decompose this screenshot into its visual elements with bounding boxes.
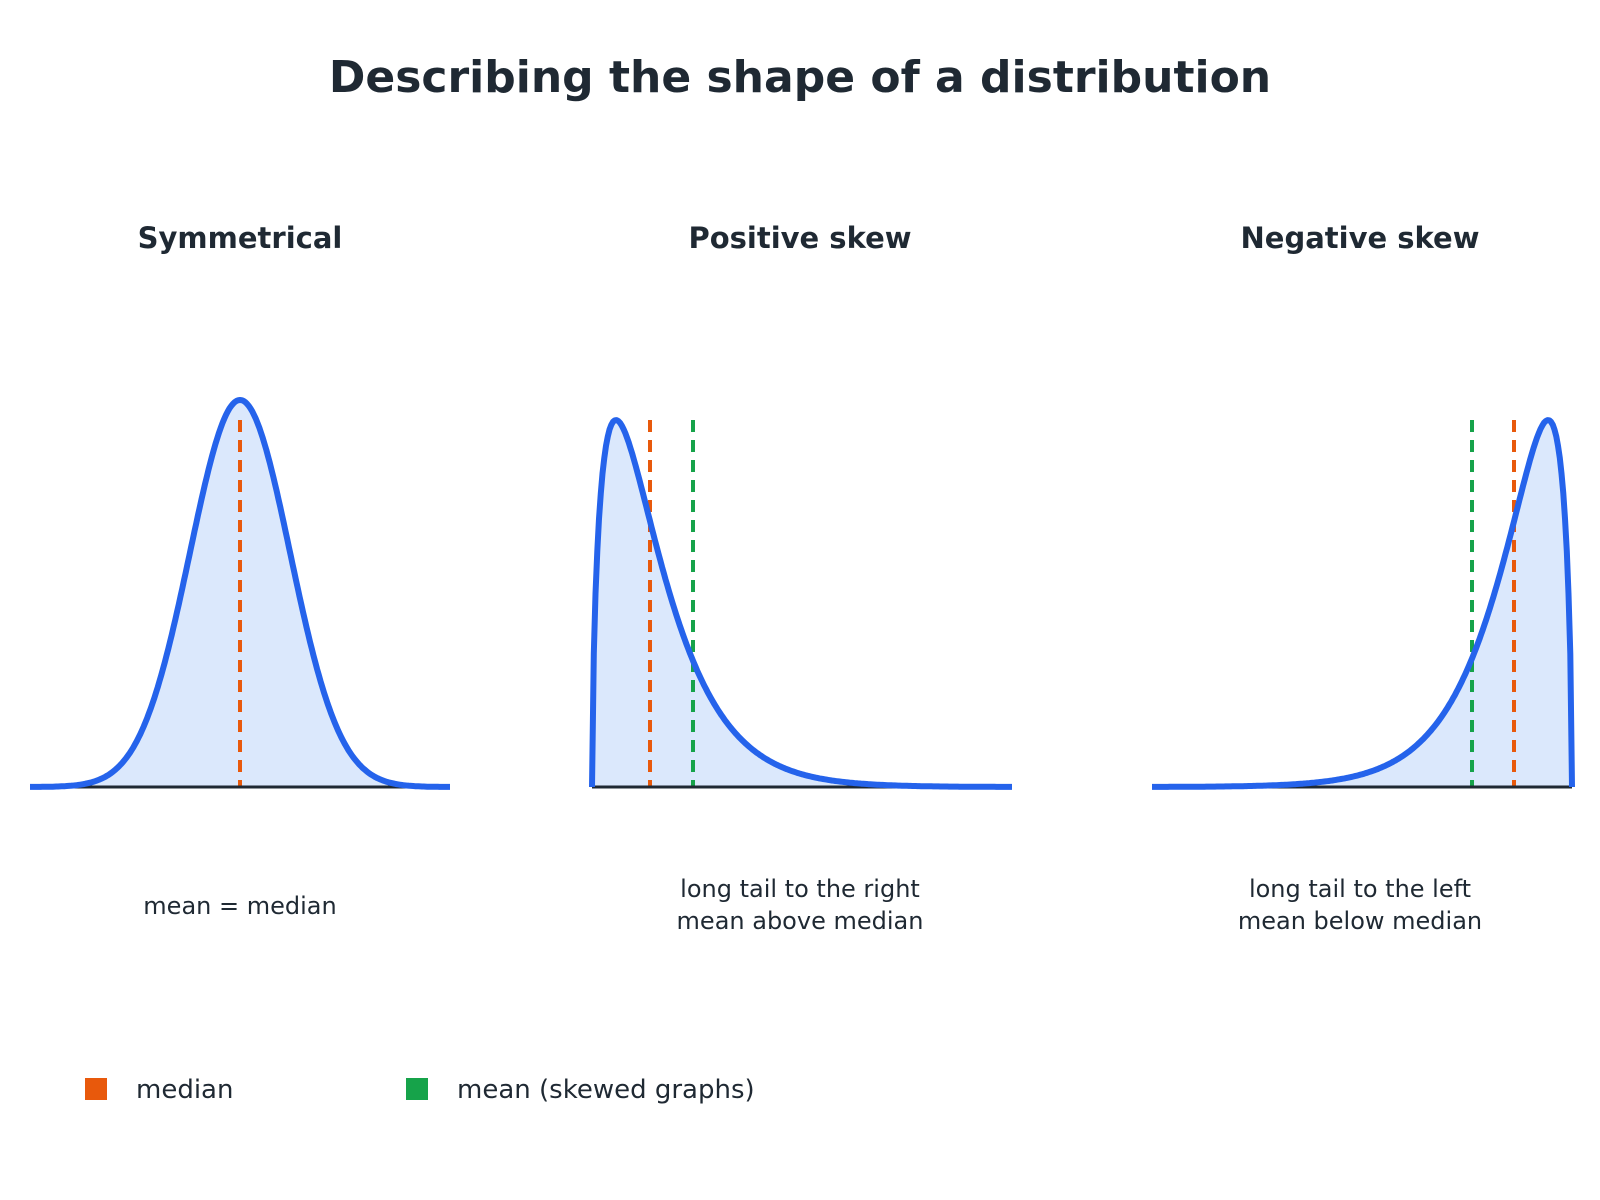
panel-caption-line: mean above median (677, 907, 924, 935)
panel-positive-skew: Positive skew long tail to the right mea… (589, 221, 1014, 935)
curve-area (592, 420, 1012, 787)
curve-area (1152, 420, 1572, 787)
legend-swatch-mean (406, 1078, 428, 1100)
distribution-curve (28, 397, 452, 790)
panel-negative-skew: Negative skew long tail to the left mean… (1150, 221, 1575, 935)
legend-label-mean: mean (skewed graphs) (457, 1075, 755, 1105)
legend-swatch-median (85, 1078, 107, 1100)
curve-area (30, 400, 450, 787)
legend: median mean (skewed graphs) (85, 1075, 755, 1105)
panel-caption-line: long tail to the left (1249, 875, 1471, 903)
page-title: Describing the shape of a distribution (329, 52, 1271, 103)
legend-label-median: median (136, 1075, 233, 1105)
distribution-curve (589, 417, 1014, 790)
panel-title: Negative skew (1241, 221, 1480, 255)
panel-caption-line: mean = median (143, 892, 336, 920)
panel-caption-line: long tail to the right (680, 875, 920, 903)
panel-caption-line: mean below median (1238, 907, 1482, 935)
panel-title: Symmetrical (138, 221, 343, 255)
distribution-curve (1150, 417, 1575, 790)
panel-title: Positive skew (688, 221, 911, 255)
panel-symmetrical: Symmetrical mean = median (28, 221, 452, 920)
